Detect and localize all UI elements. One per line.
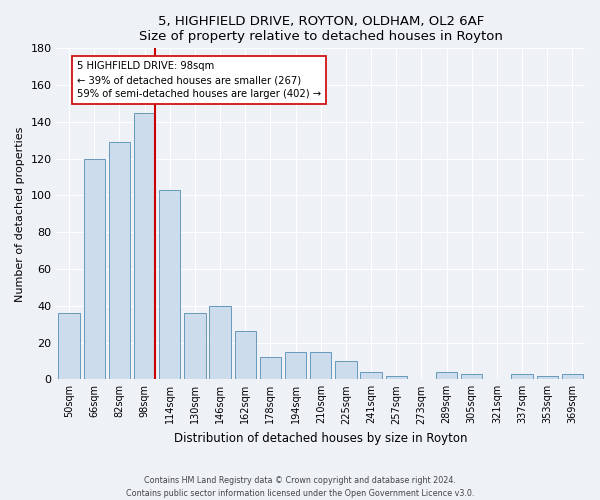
Title: 5, HIGHFIELD DRIVE, ROYTON, OLDHAM, OL2 6AF
Size of property relative to detache: 5, HIGHFIELD DRIVE, ROYTON, OLDHAM, OL2 … [139, 15, 503, 43]
Bar [511, 374, 533, 380]
Bar [260, 357, 281, 380]
X-axis label: Distribution of detached houses by size in Royton: Distribution of detached houses by size … [174, 432, 467, 445]
Bar [361, 372, 382, 380]
Bar [436, 372, 457, 380]
Bar [209, 306, 231, 380]
Bar [235, 332, 256, 380]
Y-axis label: Number of detached properties: Number of detached properties [15, 126, 25, 302]
Bar [562, 374, 583, 380]
Bar [536, 376, 558, 380]
Bar [83, 158, 105, 380]
Bar [461, 374, 482, 380]
Bar [386, 376, 407, 380]
Bar [109, 142, 130, 380]
Bar [285, 352, 307, 380]
Bar [58, 313, 80, 380]
Text: 5 HIGHFIELD DRIVE: 98sqm
← 39% of detached houses are smaller (267)
59% of semi-: 5 HIGHFIELD DRIVE: 98sqm ← 39% of detach… [77, 61, 321, 99]
Bar [159, 190, 181, 380]
Text: Contains HM Land Registry data © Crown copyright and database right 2024.
Contai: Contains HM Land Registry data © Crown c… [126, 476, 474, 498]
Bar [134, 112, 155, 380]
Bar [335, 361, 356, 380]
Bar [184, 313, 206, 380]
Bar [310, 352, 331, 380]
